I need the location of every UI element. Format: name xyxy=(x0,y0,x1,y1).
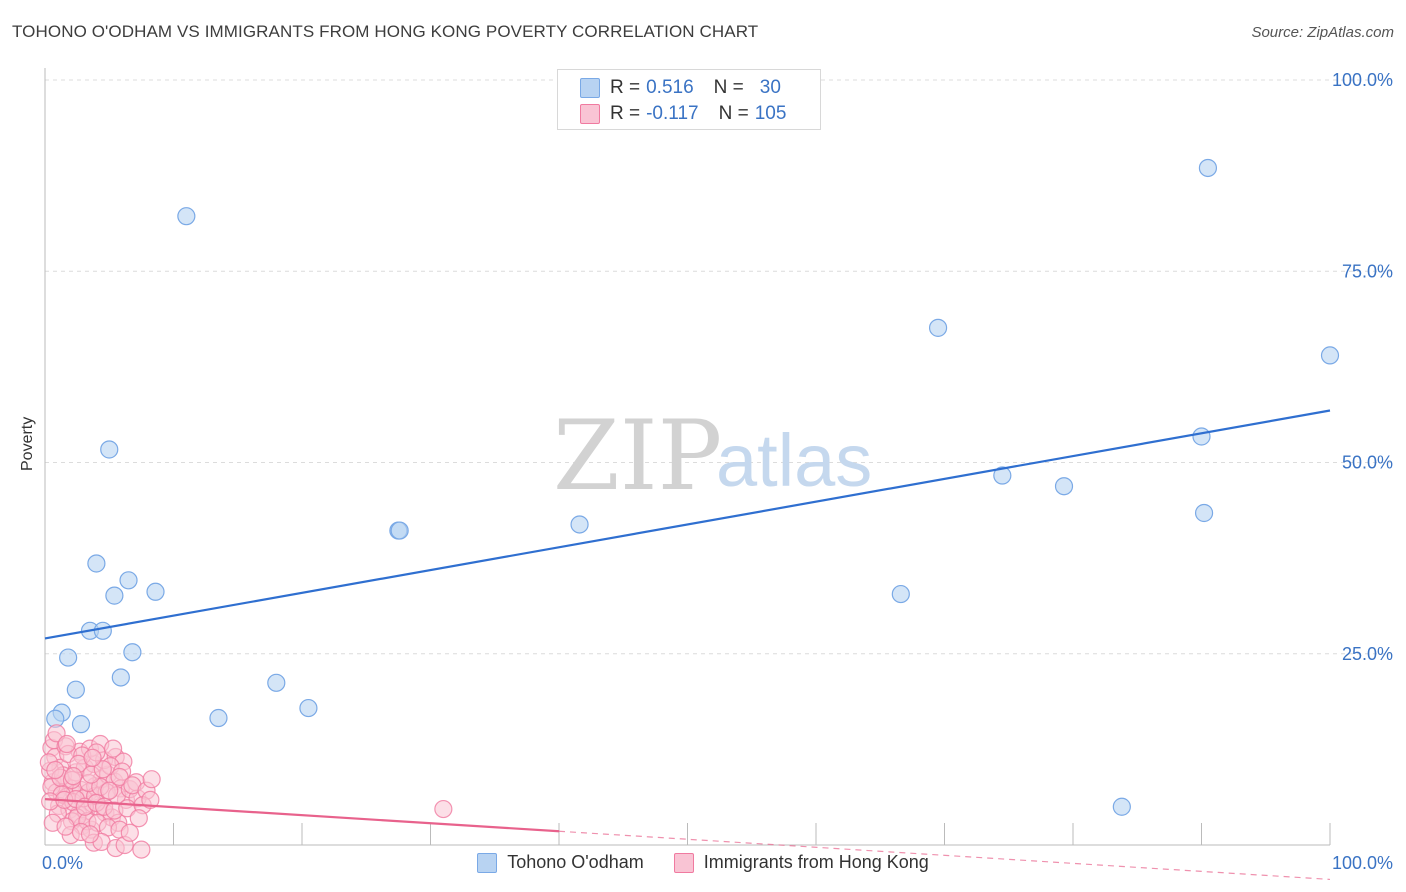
hongkong-trend-extension xyxy=(558,830,1331,881)
stats-legend: R = 0.516 N = 30 R = -0.117 N = 105 xyxy=(557,69,821,130)
hongkong-point xyxy=(93,760,112,779)
hongkong-point xyxy=(56,817,75,836)
tohono-point xyxy=(267,673,286,692)
stats-row-hongkong: R = -0.117 N = 105 xyxy=(580,102,786,126)
y-tick-label: 25.0% xyxy=(1342,644,1393,664)
tohono-point xyxy=(66,680,85,699)
hongkong-point xyxy=(104,739,123,758)
tohono-point xyxy=(111,668,130,687)
hongkong-point xyxy=(132,840,151,859)
tohono-point xyxy=(87,554,106,573)
hongkong-point xyxy=(141,790,160,809)
tohono-point xyxy=(1192,427,1211,446)
legend-label-tohono: Tohono O'odham xyxy=(507,852,644,872)
hongkong-point xyxy=(142,770,161,789)
tohono-point xyxy=(891,584,910,604)
series-hongkong-points xyxy=(39,724,453,859)
legend-swatch-blue xyxy=(580,78,600,98)
tohono-point xyxy=(299,698,318,718)
tohono-trend-line xyxy=(44,409,1331,640)
tohono-point xyxy=(209,708,228,728)
hongkong-point xyxy=(83,748,102,767)
tohono-point xyxy=(993,466,1012,485)
tohono-point xyxy=(93,621,112,640)
axis-labels: 100.0% 75.0% 50.0% 25.0% 0.0% 100.0% xyxy=(42,70,1393,873)
hongkong-point xyxy=(120,823,139,842)
tohono-point xyxy=(1320,346,1340,365)
r-value: 0.516 xyxy=(646,77,694,98)
y-tick-label: 50.0% xyxy=(1342,453,1393,473)
n-value: 30 xyxy=(759,77,781,98)
tohono-point xyxy=(177,207,196,226)
tohono-point xyxy=(119,571,138,590)
tohono-point xyxy=(146,582,165,601)
watermark-zip: ZIP xyxy=(553,400,722,512)
n-label: N = xyxy=(718,103,749,124)
series-tohono-points xyxy=(46,158,1340,816)
watermark-atlas: atlas xyxy=(716,419,872,502)
r-value: -0.117 xyxy=(646,103,699,124)
tohono-point xyxy=(1054,477,1074,496)
axes xyxy=(44,68,1331,846)
hongkong-point xyxy=(46,760,65,780)
legend-swatch-pink xyxy=(673,852,694,873)
legend-swatch-blue xyxy=(477,852,498,873)
chart-title: TOHONO O'ODHAM VS IMMIGRANTS FROM HONG K… xyxy=(12,22,759,41)
r-label: R = xyxy=(610,77,641,98)
y-tick-label: 75.0% xyxy=(1342,261,1393,281)
tohono-point xyxy=(1112,797,1131,816)
hongkong-point xyxy=(434,799,453,819)
hongkong-point xyxy=(57,734,76,754)
tohono-point xyxy=(100,440,119,459)
legend-label-hongkong: Immigrants from Hong Kong xyxy=(703,852,929,872)
y-tick-label: 100.0% xyxy=(1332,70,1393,90)
tohono-point xyxy=(59,648,78,667)
hongkong-point xyxy=(100,781,119,800)
tohono-point xyxy=(123,643,142,662)
stats-row-tohono: R = 0.516 N = 30 xyxy=(580,76,781,100)
x-tick-label: 100.0% xyxy=(1332,853,1393,873)
hongkong-point xyxy=(129,809,148,828)
tohono-point xyxy=(928,318,948,337)
series-legend: Tohono O'odham Immigrants from Hong Kong xyxy=(0,852,1406,873)
hongkong-point xyxy=(110,767,129,787)
hongkong-point xyxy=(64,767,83,786)
tohono-point xyxy=(1194,503,1214,523)
trend-lines xyxy=(44,409,1331,881)
legend-swatch-pink xyxy=(580,104,600,124)
tohono-point xyxy=(71,715,91,734)
n-label: N = xyxy=(713,77,744,98)
n-value: 105 xyxy=(754,103,787,124)
tohono-point xyxy=(1198,158,1218,178)
legend-item-tohono[interactable]: Tohono O'odham xyxy=(477,852,644,873)
tohono-point xyxy=(390,521,409,540)
x-tick-label: 0.0% xyxy=(42,853,83,873)
hongkong-trend-line xyxy=(44,798,560,833)
gridlines xyxy=(45,79,1392,655)
legend-item-hongkong[interactable]: Immigrants from Hong Kong xyxy=(673,852,929,873)
r-label: R = xyxy=(610,103,641,124)
hongkong-point xyxy=(80,825,100,844)
tohono-point xyxy=(105,586,124,605)
tohono-point xyxy=(570,515,589,534)
source-credit: Source: ZipAtlas.com xyxy=(1251,24,1394,41)
